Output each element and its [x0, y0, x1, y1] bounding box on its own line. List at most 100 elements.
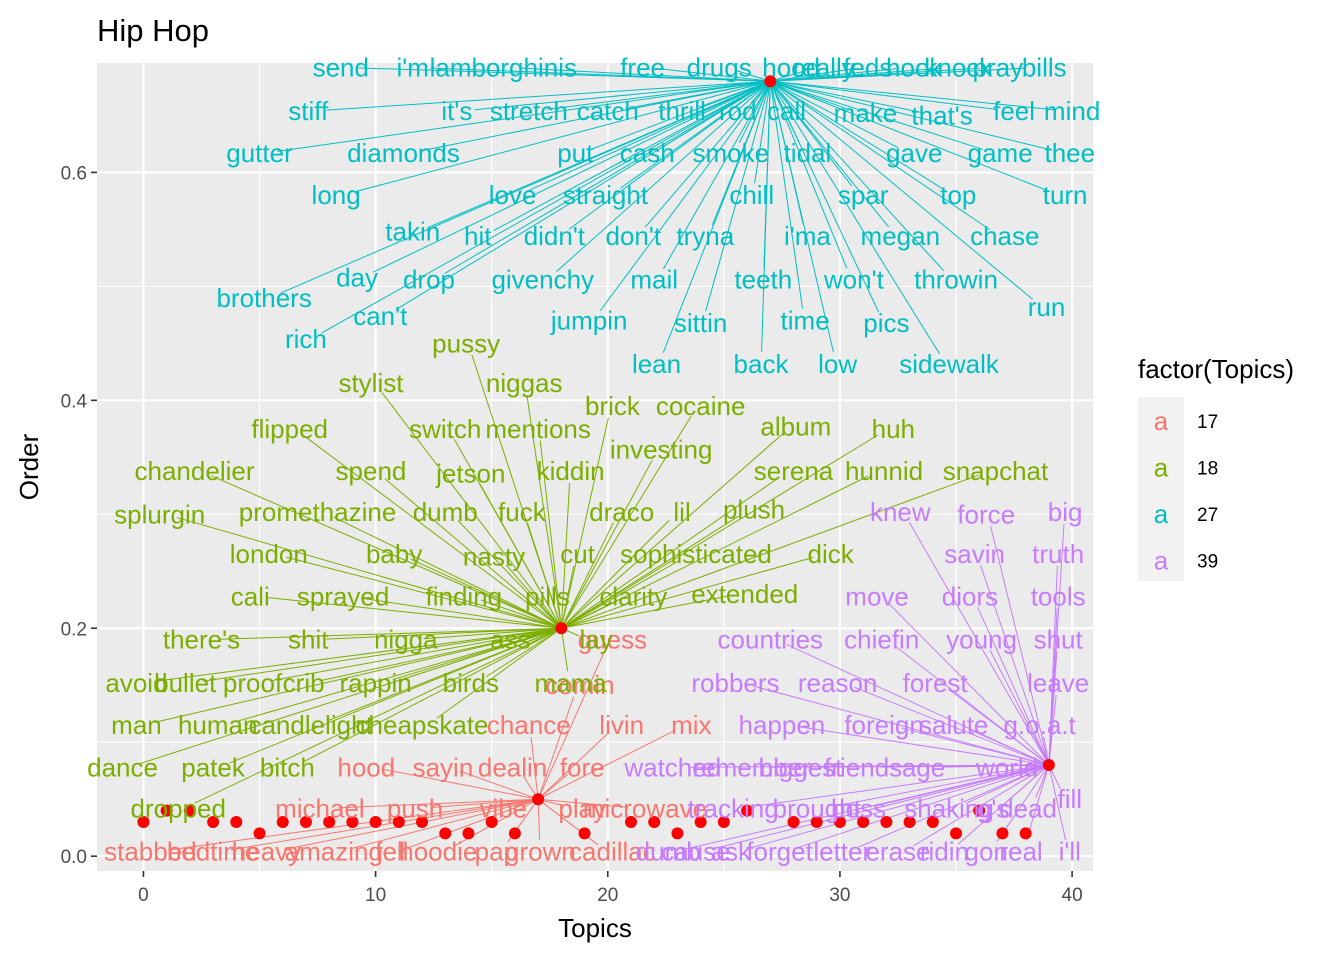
word-label: it's	[441, 96, 472, 126]
connector-line	[326, 80, 771, 111]
word-label: bitch	[260, 752, 315, 782]
connector-line	[834, 764, 1049, 807]
connector-line	[277, 80, 771, 152]
topic-point	[183, 804, 196, 817]
connector-line	[561, 515, 739, 629]
connector-line	[770, 80, 899, 149]
word-label: sprayed	[297, 581, 390, 611]
topic-points	[137, 75, 1055, 840]
word-label: ass	[490, 625, 530, 655]
word-label: diors	[942, 581, 998, 611]
connector-line	[713, 764, 1050, 850]
word-label: guess	[578, 625, 647, 655]
topic-point	[416, 815, 429, 828]
connector-line	[770, 68, 851, 82]
word-label: there's	[163, 625, 240, 655]
word-label: hit	[464, 221, 492, 251]
word-label: cocaine	[656, 391, 746, 421]
legend-label: 18	[1197, 459, 1218, 480]
word-label: force	[957, 499, 1015, 529]
legend-label: 39	[1197, 552, 1218, 573]
connector-line	[526, 395, 562, 629]
word-label: stiff	[288, 96, 329, 126]
word-label: stylist	[338, 368, 404, 398]
word-label: mail	[630, 265, 678, 295]
topic-point	[253, 827, 266, 840]
word-label: smoke	[693, 138, 770, 168]
word-label: didn't	[524, 221, 586, 251]
connector-line	[268, 597, 562, 629]
word-label: serena	[754, 456, 834, 486]
topic-point	[532, 793, 545, 806]
connector-line	[889, 604, 1050, 766]
word-label: savin	[944, 539, 1005, 569]
word-label: dick	[808, 539, 855, 569]
word-label: stretch	[490, 96, 568, 126]
word-label: game	[968, 138, 1033, 168]
connector-line	[408, 798, 539, 849]
connector-line	[321, 80, 771, 334]
word-label: diamonds	[347, 138, 460, 168]
connector-line	[303, 435, 562, 629]
connector-line	[990, 525, 1050, 766]
word-label: sayin	[413, 752, 474, 782]
topic-point	[857, 815, 870, 828]
connector-line	[555, 80, 771, 273]
word-label: dumb	[413, 497, 478, 527]
word-label: thrill	[658, 96, 706, 126]
connector-line	[761, 81, 771, 352]
connector-line	[333, 516, 562, 629]
connector-line	[395, 80, 771, 311]
word-label: gutter	[226, 138, 293, 168]
connector-line	[799, 726, 1049, 766]
word-label: young	[946, 625, 1017, 655]
word-label: givenchy	[491, 265, 594, 295]
word-label: feds	[843, 53, 892, 83]
word-label: knock	[924, 53, 993, 83]
word-label: chandelier	[135, 456, 255, 486]
connector-line	[561, 477, 779, 629]
connector-line	[560, 417, 609, 629]
connector-line	[176, 517, 562, 629]
connector-line	[537, 696, 575, 800]
legend-key-glyph: a	[1154, 406, 1169, 436]
topic-point	[299, 815, 312, 828]
word-label: sidewalk	[899, 349, 1000, 379]
y-axis-ticks: 0.0 0.2 0.4 0.6	[61, 163, 97, 868]
x-tick-label: 10	[365, 885, 386, 906]
connector-line	[270, 627, 562, 682]
word-label: brothers	[216, 283, 311, 313]
connector-line	[538, 798, 628, 808]
topic-point	[624, 815, 637, 828]
topic-point	[1042, 759, 1055, 772]
connector-line	[769, 81, 880, 313]
connector-line	[770, 68, 897, 82]
word-label: fill	[1058, 784, 1083, 814]
connector-line	[444, 80, 771, 274]
word-label: g's	[977, 793, 1009, 823]
connector-line	[1048, 694, 1057, 766]
legend-label: 27	[1197, 505, 1218, 526]
word-label: gave	[886, 138, 942, 168]
word-label: rich	[285, 324, 327, 354]
word-label: letter	[813, 837, 871, 867]
word-label: stabbed	[104, 837, 197, 867]
word-label: forest	[903, 668, 969, 698]
x-axis-ticks: 0 10 20 30 40	[138, 871, 1083, 906]
word-label: drugs	[687, 53, 752, 83]
topic-point	[578, 827, 591, 840]
topic-point	[555, 622, 568, 635]
word-label: hunnid	[845, 456, 923, 486]
word-label: candlelight	[248, 710, 373, 740]
word-label: robbers	[691, 668, 779, 698]
word-label: shaking	[904, 793, 994, 823]
connector-line	[480, 599, 562, 629]
connector-line	[321, 627, 562, 681]
connector-line	[769, 80, 1033, 300]
word-label: kiddin	[537, 456, 605, 486]
connector-line	[591, 80, 771, 150]
word-label: truth	[1032, 539, 1084, 569]
legend: factor(Topics) a 17 a 18 a 27 a 39	[1138, 354, 1294, 581]
topic-point	[764, 75, 777, 88]
